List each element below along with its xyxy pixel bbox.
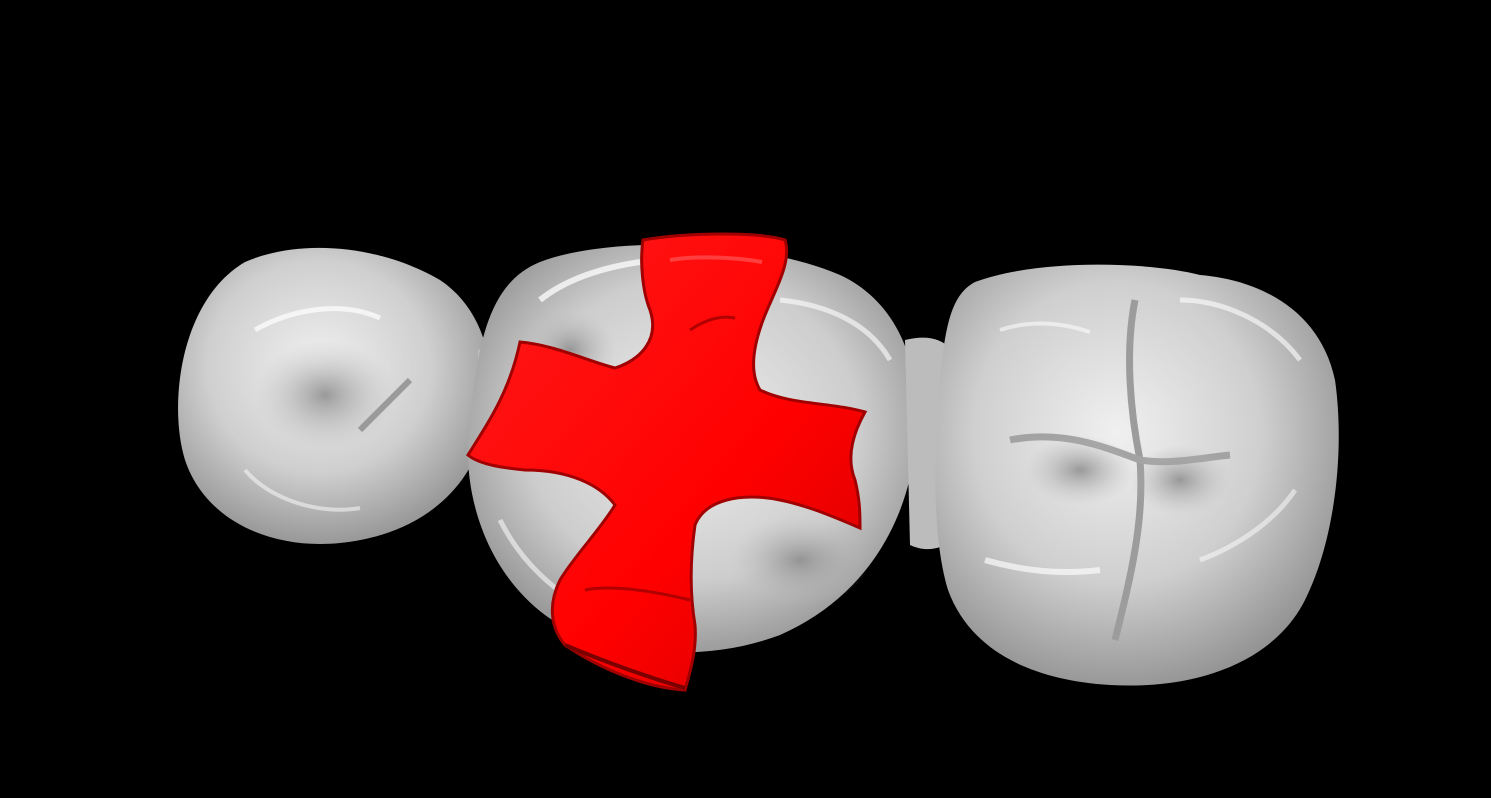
cross-shaped-inlay[interactable]: [466, 232, 868, 692]
premolar-tooth[interactable]: [178, 247, 491, 544]
molar-tooth[interactable]: [935, 264, 1339, 686]
